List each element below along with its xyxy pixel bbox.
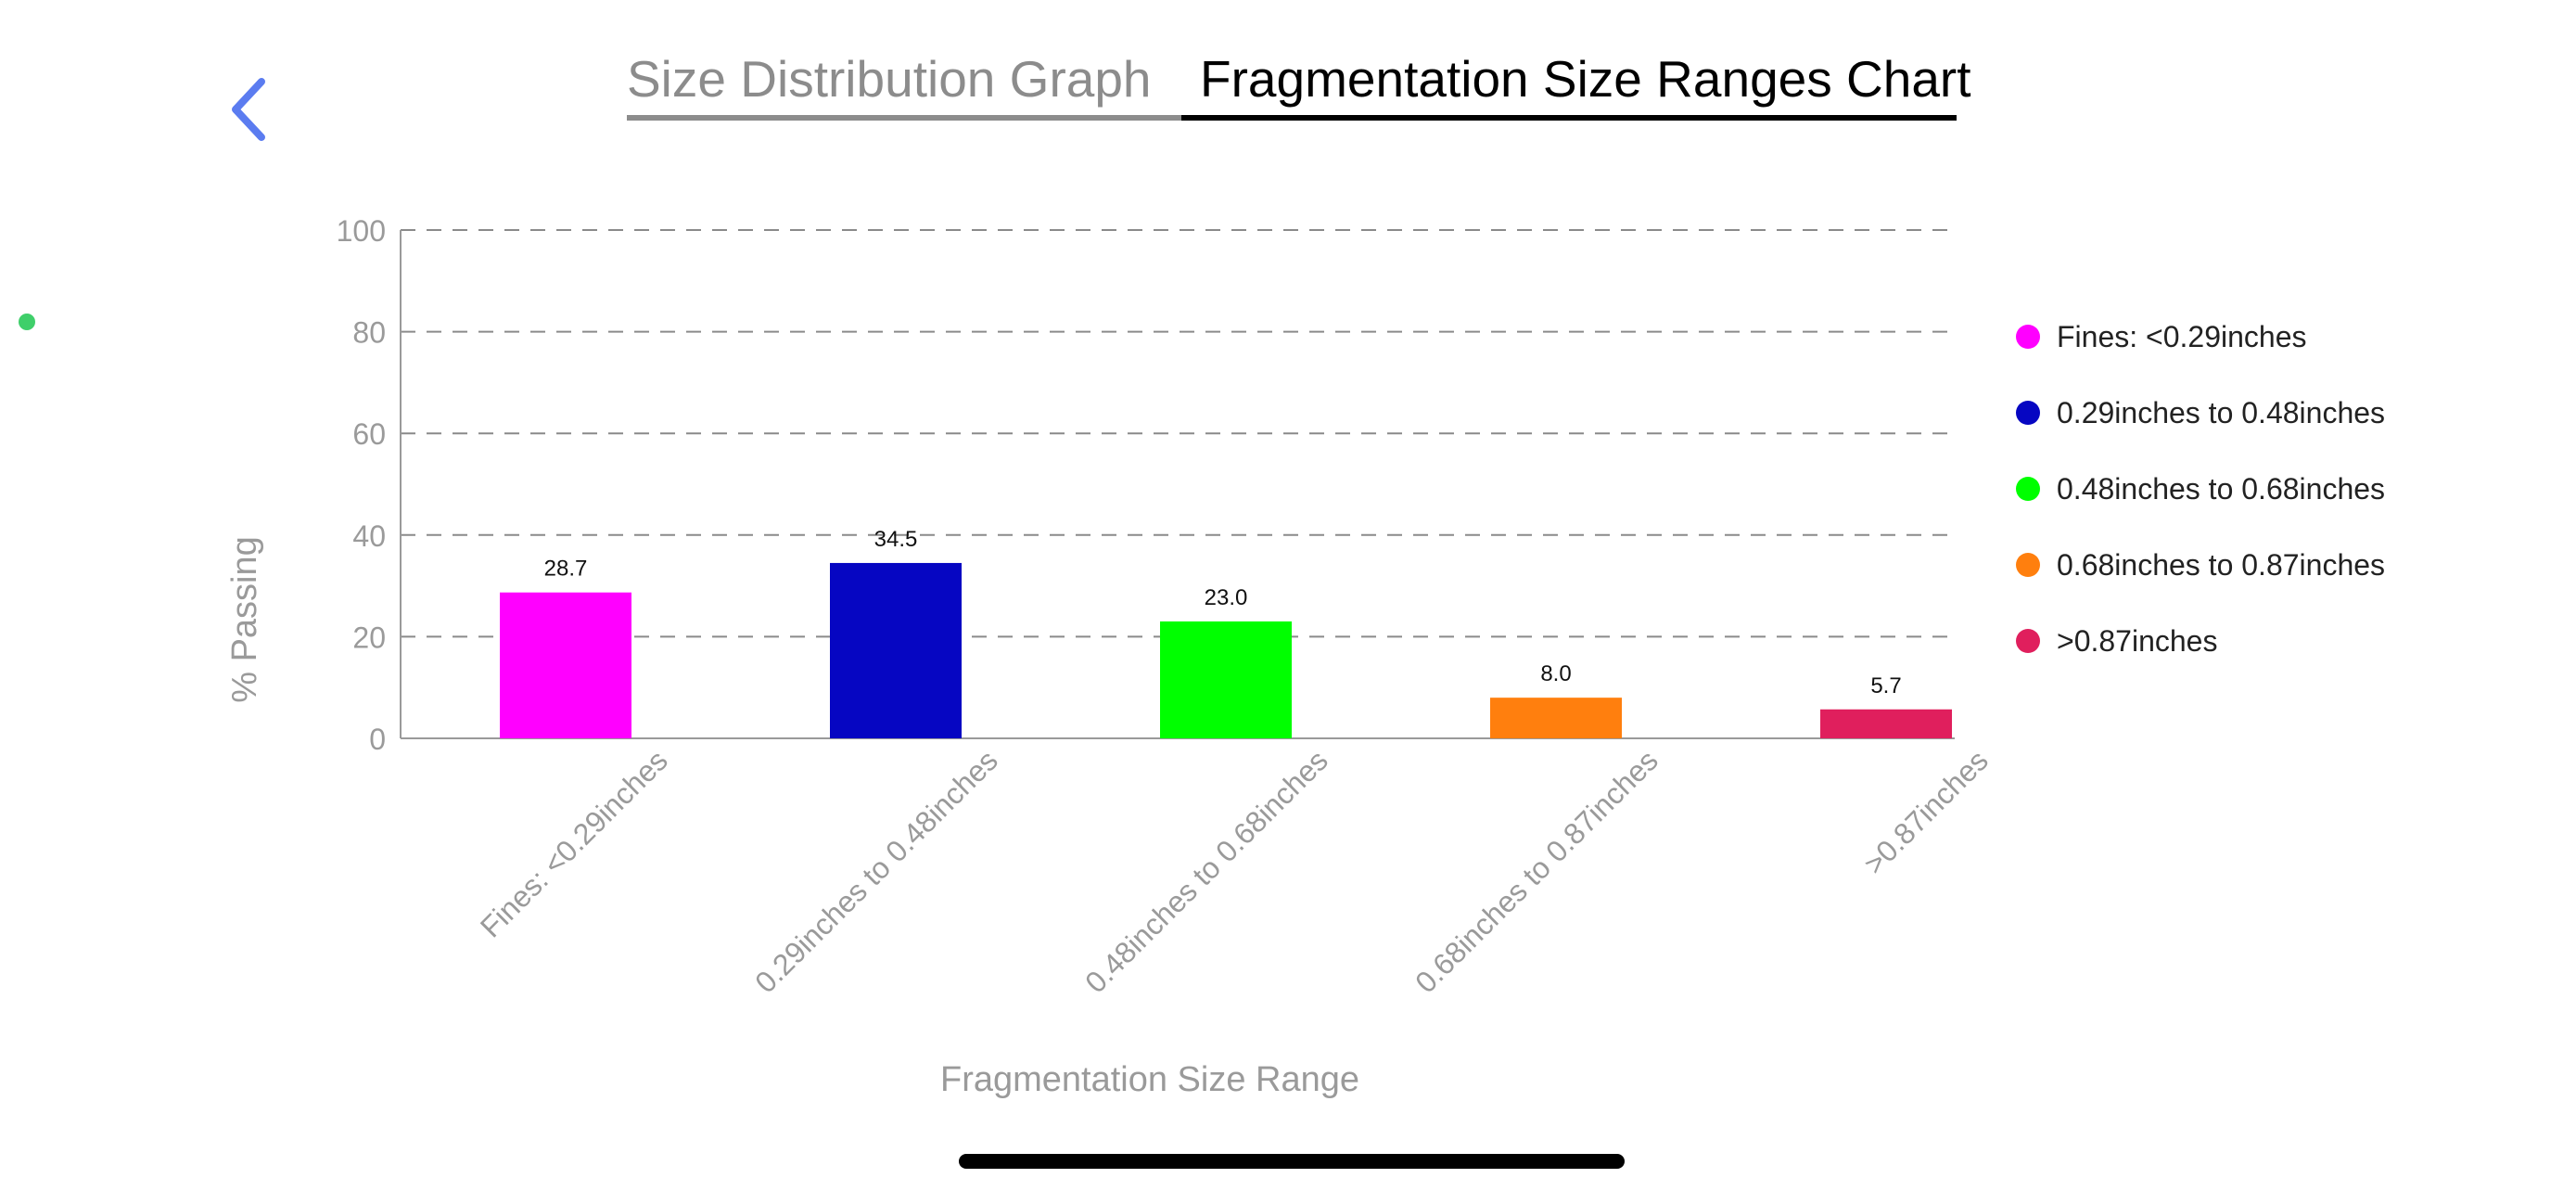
legend-item: 0.29inches to 0.48inches bbox=[2016, 375, 2385, 451]
legend-swatch bbox=[2016, 477, 2040, 501]
home-indicator bbox=[959, 1154, 1625, 1169]
bar bbox=[1490, 698, 1622, 738]
y-tick-label: 40 bbox=[352, 519, 386, 553]
back-button[interactable] bbox=[223, 74, 278, 148]
x-tick-label: 0.48inches to 0.68inches bbox=[1078, 743, 1334, 999]
data-label: 5.7 bbox=[1870, 673, 1901, 698]
legend-swatch bbox=[2016, 629, 2040, 653]
legend-item: 0.68inches to 0.87inches bbox=[2016, 527, 2385, 603]
data-label: 8.0 bbox=[1540, 661, 1571, 686]
bar bbox=[500, 592, 631, 738]
tab-fragmentation-size-ranges-chart[interactable]: Fragmentation Size Ranges Chart bbox=[1181, 46, 1971, 121]
status-dot-icon bbox=[19, 314, 35, 330]
y-axis-title: % Passing bbox=[225, 536, 264, 703]
x-tick-label: 0.29inches to 0.48inches bbox=[748, 743, 1004, 999]
data-label: 23.0 bbox=[1205, 585, 1248, 610]
y-tick-label: 20 bbox=[352, 621, 386, 654]
y-tick-label: 100 bbox=[337, 214, 386, 248]
legend-label: Fines: <0.29inches bbox=[2057, 319, 2307, 353]
bar bbox=[1820, 709, 1952, 738]
legend-label: 0.68inches to 0.87inches bbox=[2057, 547, 2386, 582]
legend-item: Fines: <0.29inches bbox=[2016, 299, 2385, 375]
data-label: 28.7 bbox=[544, 557, 588, 582]
x-tick-label: Fines: <0.29inches bbox=[474, 743, 674, 943]
chart-legend: Fines: <0.29inches 0.29inches to 0.48inch… bbox=[2016, 299, 2385, 679]
y-tick-label: 0 bbox=[369, 723, 386, 756]
x-tick-label: 0.68inches to 0.87inches bbox=[1409, 743, 1664, 999]
legend-label: >0.87inches bbox=[2057, 623, 2218, 658]
legend-label: 0.29inches to 0.48inches bbox=[2057, 395, 2386, 429]
x-tick-label: >0.87inches bbox=[1857, 743, 1995, 880]
bar bbox=[830, 562, 962, 738]
legend-swatch bbox=[2016, 401, 2040, 425]
legend-item: 0.48inches to 0.68inches bbox=[2016, 451, 2385, 527]
chart-tabs: Size Distribution Graph Fragmentation Si… bbox=[627, 46, 1971, 121]
y-tick-label: 80 bbox=[352, 316, 386, 350]
legend-swatch bbox=[2016, 553, 2040, 577]
x-axis-title: Fragmentation Size Range bbox=[940, 1060, 1359, 1099]
legend-label: 0.48inches to 0.68inches bbox=[2057, 471, 2386, 506]
data-label: 34.5 bbox=[874, 527, 918, 552]
tab-size-distribution-graph[interactable]: Size Distribution Graph bbox=[627, 46, 1181, 121]
legend-swatch bbox=[2016, 325, 2040, 349]
bar bbox=[1160, 621, 1292, 738]
legend-item: >0.87inches bbox=[2016, 603, 2385, 679]
y-tick-label: 60 bbox=[352, 417, 386, 451]
chevron-left-icon bbox=[232, 78, 265, 141]
